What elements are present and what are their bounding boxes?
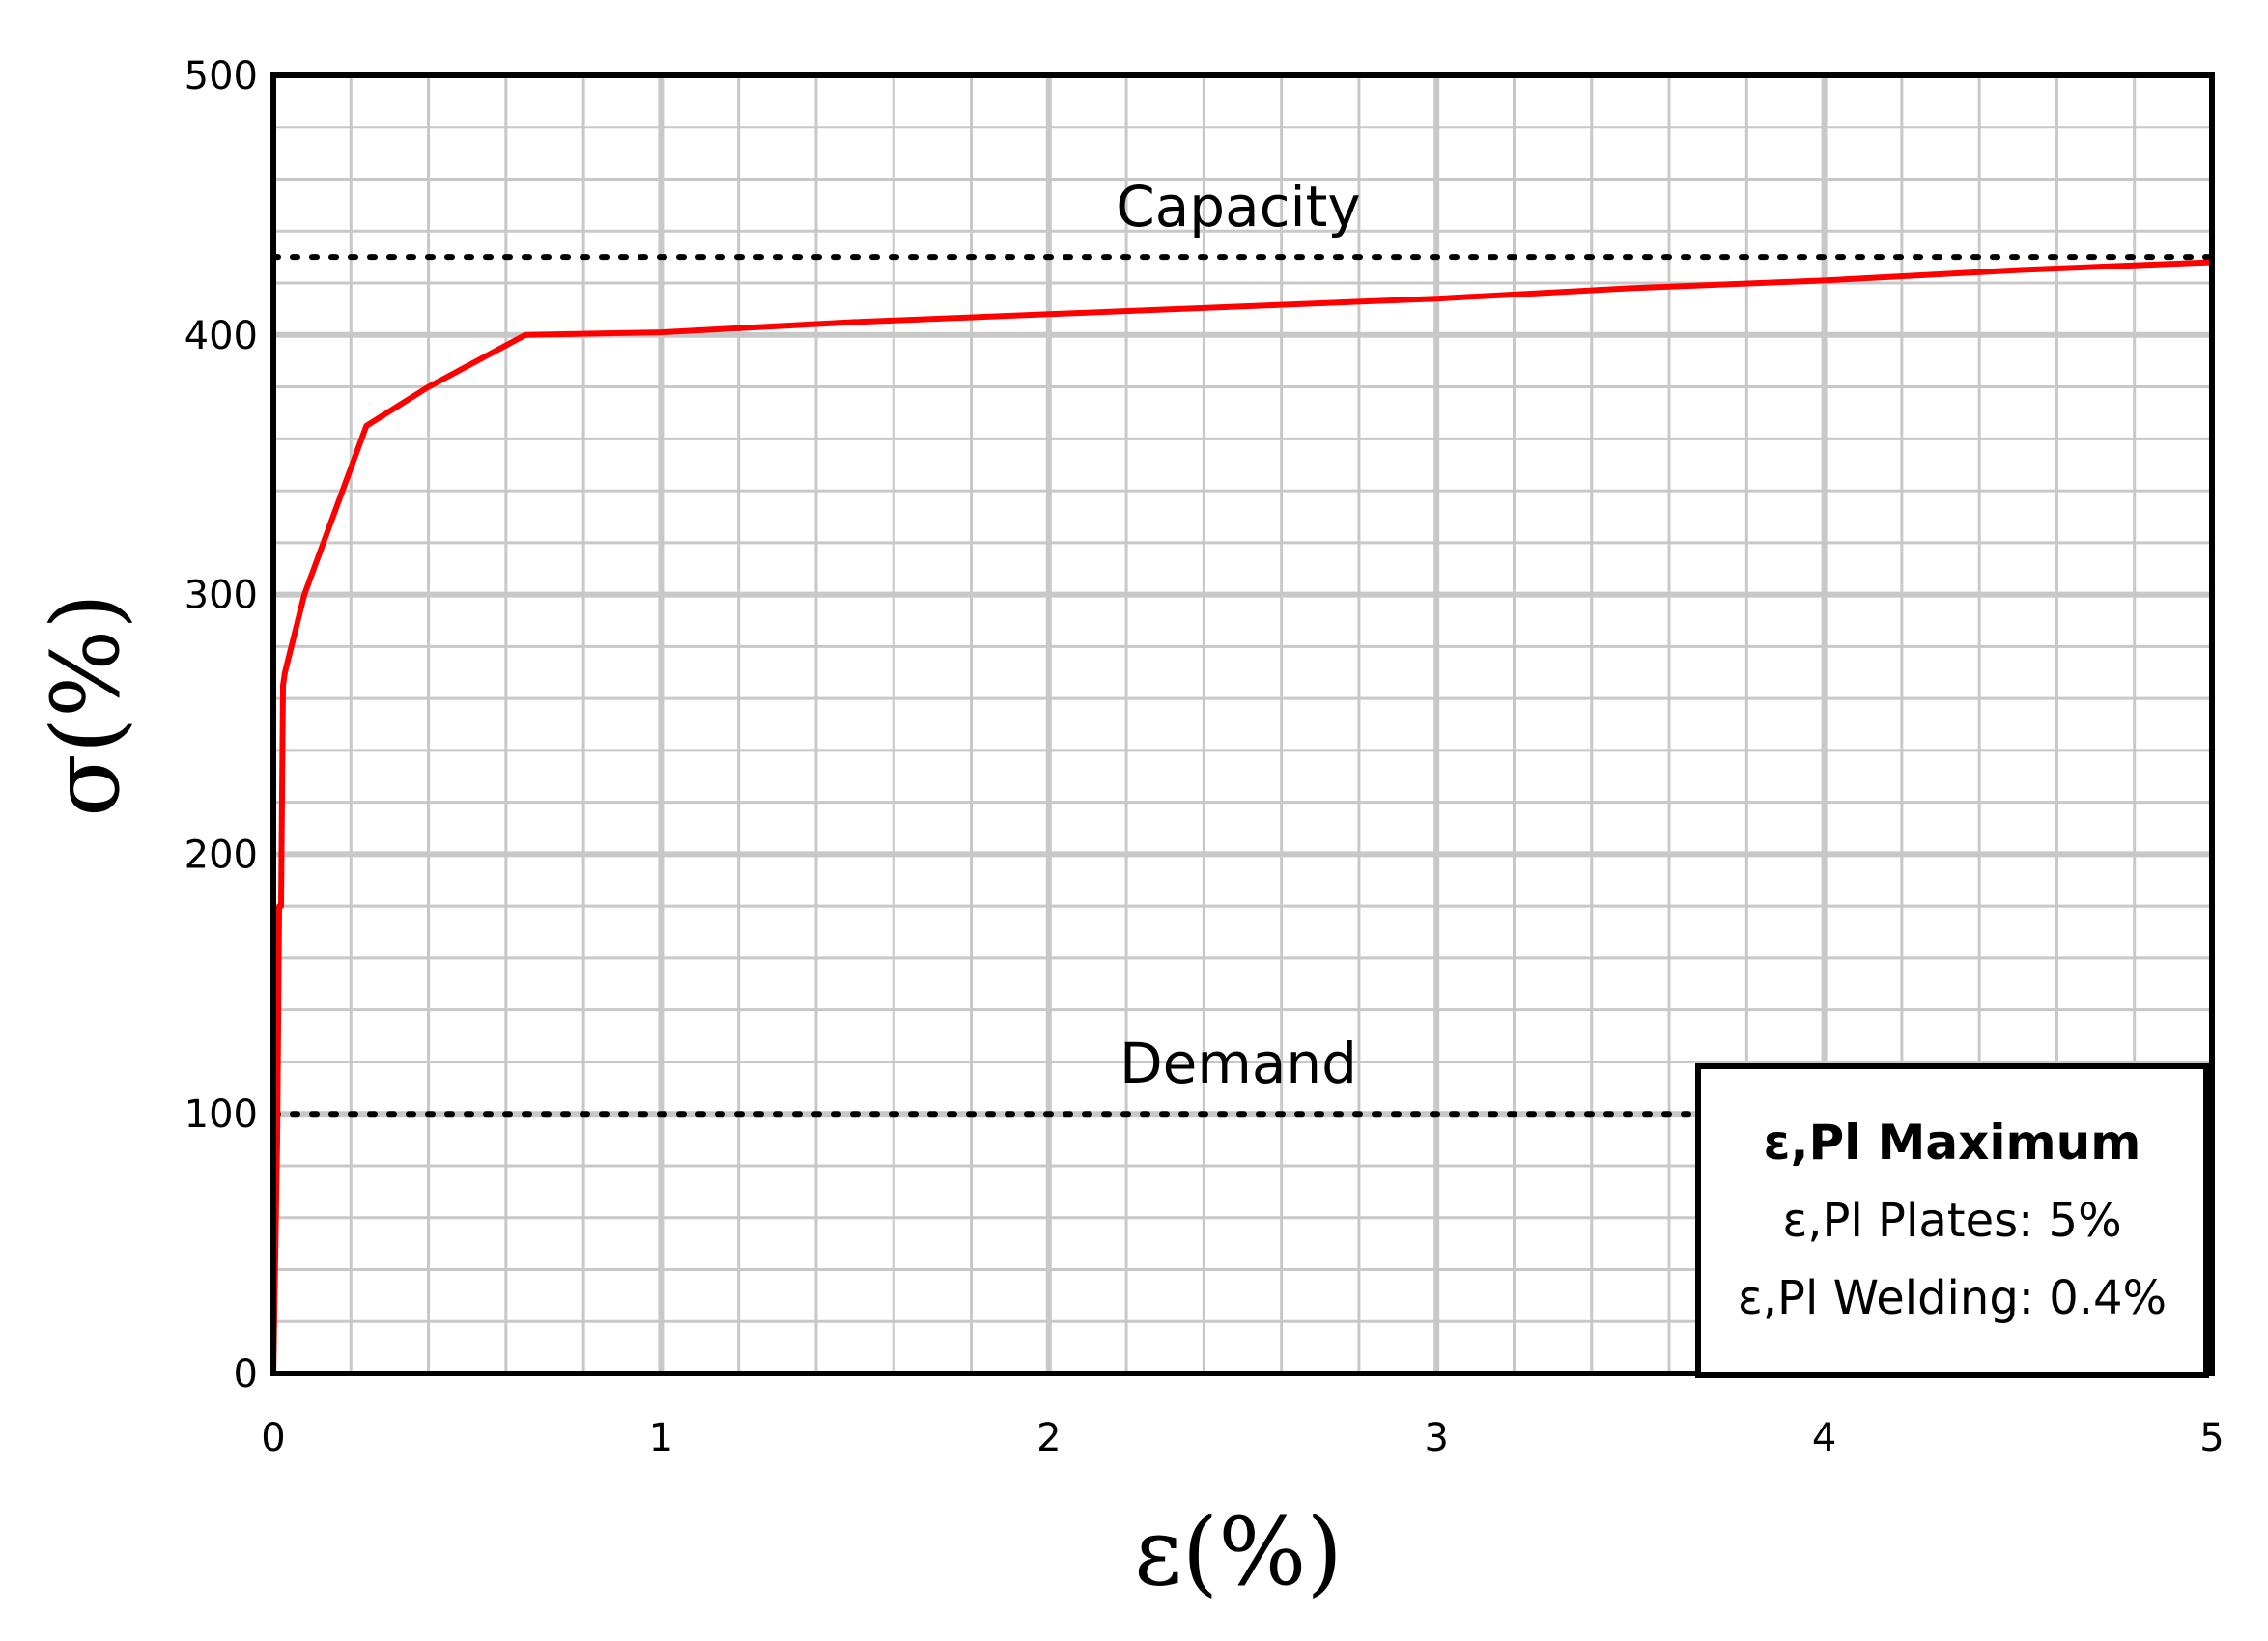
x-tick-label: 4 (1812, 1416, 1836, 1460)
reference-lines: Capacity Demand (270, 174, 2215, 1118)
y-tick-label: 500 (184, 54, 258, 99)
legend-box: ε,Pl Maximum ε,Pl Plates: 5% ε,Pl Weldin… (1695, 1063, 2209, 1378)
x-tick-label: 0 (261, 1416, 285, 1460)
stress-strain-curve (270, 259, 2213, 1374)
series-layer (270, 259, 2213, 1374)
x-tick-label: 3 (1424, 1416, 1448, 1460)
demand-label: Demand (1120, 1031, 1357, 1096)
x-tick-label: 2 (1036, 1416, 1061, 1460)
x-tick-labels: 0 1 2 3 4 5 (261, 1416, 2224, 1460)
y-tick-labels: 0 100 200 300 400 500 (184, 54, 258, 1397)
y-tick-label: 0 (234, 1352, 258, 1397)
y-tick-label: 400 (184, 314, 258, 358)
x-tick-label: 5 (2199, 1416, 2224, 1460)
x-tick-label: 1 (649, 1416, 673, 1460)
y-tick-label: 300 (184, 574, 258, 618)
legend-frame (1695, 1063, 2209, 1378)
x-axis-title: ε(%) (1134, 1498, 1343, 1606)
plot-frame (270, 72, 2215, 1376)
y-axis-title: σ(%) (32, 593, 140, 817)
legend-line-welding: ε,Pl Welding: 0.4% (1738, 1271, 2167, 1325)
legend-line-plates: ε,Pl Plates: 5% (1782, 1194, 2121, 1248)
capacity-label: Capacity (1116, 174, 1360, 240)
y-tick-label: 200 (184, 833, 258, 877)
legend-title: ε,Pl Maximum (1764, 1115, 2141, 1171)
y-tick-label: 100 (184, 1092, 258, 1137)
